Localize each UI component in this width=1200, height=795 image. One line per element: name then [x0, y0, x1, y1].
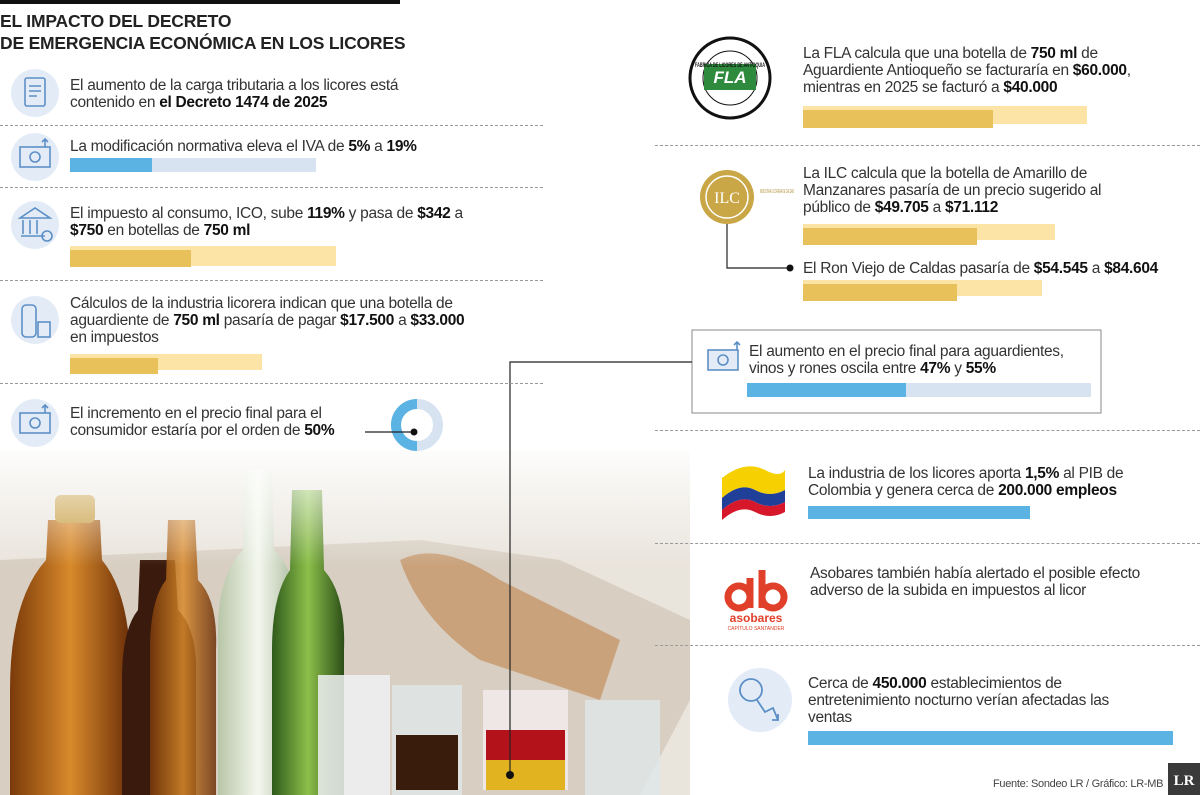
- text-segment: $33.000: [410, 312, 465, 329]
- item-text: La FLA calcula que una botella de 750 ml…: [803, 45, 1173, 96]
- item-text: El impuesto al consumo, ICO, sube 119% y…: [70, 205, 470, 239]
- text-segment: La FLA calcula que una botella de: [803, 45, 1031, 62]
- text-segment: de Aguardiente Antioqueño se facturaría …: [803, 45, 1098, 79]
- lr-logo: [1168, 763, 1200, 795]
- source: Fuente: Sondeo LR / Gráfico: LR-MB: [993, 778, 1164, 790]
- text-segment: 5%: [348, 138, 371, 155]
- title: DE EMERGENCIA ECONÓMICA EN LOS LICORES: [0, 33, 406, 53]
- text-segment: Cálculos de la industria licorera indica…: [70, 295, 453, 329]
- text-segment: $17.500: [340, 312, 395, 329]
- item-text: El Ron Viejo de Caldas pasaría de $54.54…: [803, 260, 1200, 277]
- asobares-logo: [724, 570, 788, 612]
- text-segment: 19%: [386, 138, 417, 155]
- photo: [0, 440, 690, 795]
- text-segment: establecimientos de entretenimiento noct…: [808, 675, 1109, 726]
- fla-text: FLA: [713, 68, 746, 87]
- title: EL IMPACTO DEL DECRETO: [0, 11, 232, 31]
- ilc-name: INDUSTRIA LICORERA DE CALDAS: [760, 189, 794, 195]
- text-segment: 750 ml: [1030, 45, 1078, 62]
- text-segment: La industria de los licores aporta: [808, 465, 1025, 482]
- text-segment: el Decreto 1474 de 2025: [159, 94, 328, 111]
- text-segment: Cerca de: [808, 675, 873, 692]
- text-segment: a: [394, 312, 411, 329]
- text-segment: y pasa de: [344, 205, 418, 222]
- text-segment: en impuestos: [70, 329, 159, 346]
- text-segment: a: [370, 138, 387, 155]
- text-segment: 1,5%: [1024, 465, 1060, 482]
- fla-ring-text: FABRICA DE LICORES DE ANTIOQUIA: [695, 63, 765, 69]
- item-text: La industria de los licores aporta 1,5% …: [808, 465, 1168, 499]
- text-segment: El impuesto al consumo, ICO, sube: [70, 205, 308, 222]
- text-segment: La modificación normativa eleva el IVA d…: [70, 138, 349, 155]
- asobares-text: asobares: [730, 611, 783, 625]
- asobares-sub: CAPÍTULO SANTANDER: [728, 625, 785, 632]
- text-segment: El aumento de la carga tributaria a los …: [70, 77, 399, 111]
- money-icon: [707, 340, 741, 371]
- text-segment: en botellas de: [103, 222, 204, 239]
- item-text: Asobares también había alertado el posib…: [810, 565, 1140, 599]
- text-segment: $71.112: [944, 199, 999, 216]
- text-segment: $84.604: [1104, 260, 1158, 277]
- text-segment: a: [928, 199, 945, 216]
- text-segment: 47%: [920, 360, 951, 377]
- text-segment: El Ron Viejo de Caldas pasaría de: [803, 260, 1034, 277]
- text-segment: El incremento en el precio final para el…: [70, 405, 322, 439]
- lr-text: LR: [1174, 773, 1195, 789]
- icons: [11, 69, 59, 447]
- drop-icon: [728, 668, 792, 732]
- item-text: Cerca de 450.000 establecimientos de ent…: [808, 675, 1138, 726]
- text-segment: 450.000: [872, 675, 927, 692]
- text-segment: El aumento en el precio final para aguar…: [749, 343, 1064, 377]
- text-segment: 750 ml: [173, 312, 220, 329]
- text-segment: La ILC calcula que la botella de Amarill…: [803, 165, 1102, 216]
- text-segment: 750 ml: [203, 222, 251, 239]
- item-text: El incremento en el precio final para el…: [70, 405, 370, 439]
- fla-logo: [688, 36, 772, 120]
- text-segment: $54.545: [1033, 260, 1088, 277]
- item-text: La ILC calcula que la botella de Amarill…: [803, 165, 1123, 216]
- ilc-logo: [700, 170, 754, 224]
- text-segment: 55%: [965, 360, 996, 377]
- text-segment: , mientras en 2025 se facturó a: [803, 62, 1131, 96]
- item-text: El aumento de la carga tributaria a los …: [70, 77, 410, 111]
- text-segment: pasaría de pagar: [219, 312, 341, 329]
- flag: [722, 466, 785, 520]
- text-segment: a: [1087, 260, 1105, 277]
- ilc-text: ILC: [714, 190, 740, 207]
- text-segment: $40.000: [1003, 79, 1058, 96]
- text-segment: $49.705: [874, 199, 929, 216]
- text-segment: Asobares también había alertado el posib…: [810, 565, 1140, 599]
- text-segment: 119%: [307, 205, 345, 222]
- item-text: La modificación normativa eleva el IVA d…: [70, 138, 490, 155]
- text-segment: a: [450, 205, 463, 222]
- donut-arc: [391, 399, 418, 451]
- text-segment: al PIB de Colombia y genera cerca de: [808, 465, 1124, 499]
- text-segment: $750: [70, 222, 104, 239]
- text-segment: 50%: [304, 422, 335, 439]
- text-segment: $60.000: [1072, 62, 1127, 79]
- item-text: El aumento en el precio final para aguar…: [749, 343, 1099, 377]
- text-segment: y: [950, 360, 966, 377]
- text-segment: $342: [417, 205, 451, 222]
- item-text: Cálculos de la industria licorera indica…: [70, 295, 480, 346]
- text-segment: 200.000 empleos: [998, 482, 1117, 499]
